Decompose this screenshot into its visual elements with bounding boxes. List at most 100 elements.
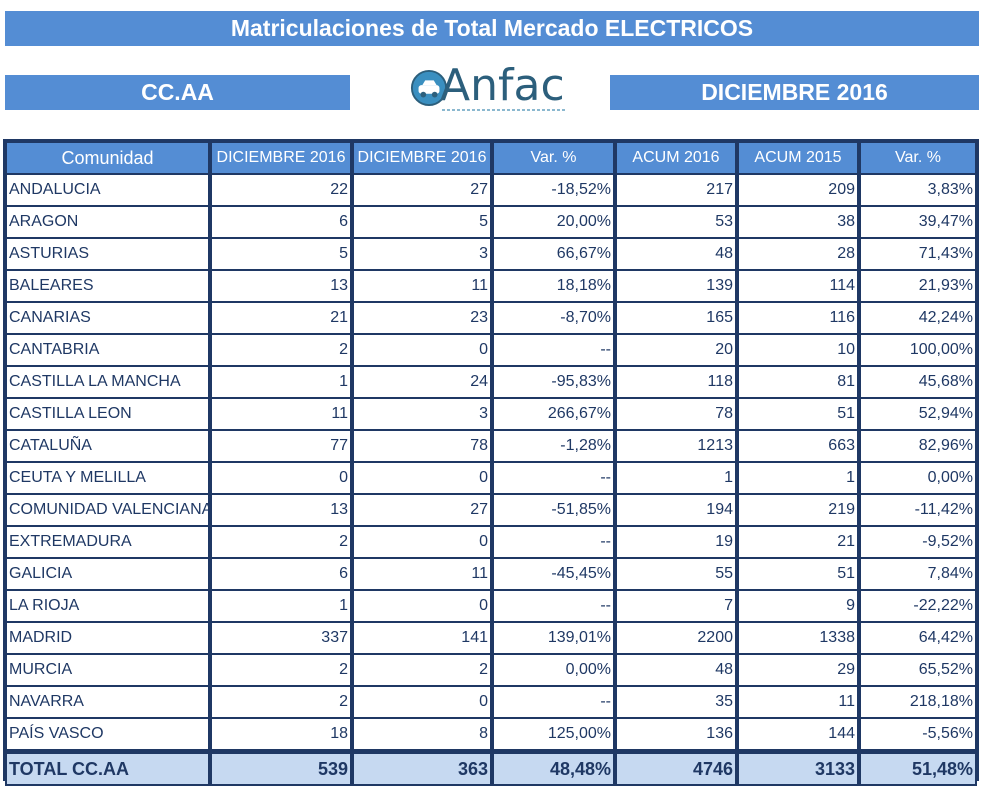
var-month-value: -- bbox=[492, 463, 615, 495]
var-acum-value: 39,47% bbox=[859, 207, 977, 239]
column-header-dic-2016-b: DICIEMBRE 2016 bbox=[352, 141, 492, 175]
region-name: LA RIOJA bbox=[5, 591, 210, 623]
dic-2016-b-value: 5 bbox=[352, 207, 492, 239]
acum-2016-value: 35 bbox=[615, 687, 737, 719]
dic-2016-b-value: 2 bbox=[352, 655, 492, 687]
var-month-value: -1,28% bbox=[492, 431, 615, 463]
table-row: ANDALUCIA 22 27 -18,52% 217 209 3,83% bbox=[5, 175, 977, 207]
dic-2016-b-value: 11 bbox=[352, 271, 492, 303]
dic-2016-b-value: 23 bbox=[352, 303, 492, 335]
dic-2016-b-value: 141 bbox=[352, 623, 492, 655]
table-row: MADRID 337 141 139,01% 2200 1338 64,42% bbox=[5, 623, 977, 655]
dic-2016-b-value: 0 bbox=[352, 463, 492, 495]
dic-2016-value: 2 bbox=[210, 687, 352, 719]
acum-2015-value: 51 bbox=[737, 399, 859, 431]
dic-2016-value: 0 bbox=[210, 463, 352, 495]
acum-2015-value: 21 bbox=[737, 527, 859, 559]
var-acum-value: 45,68% bbox=[859, 367, 977, 399]
var-month-value: 20,00% bbox=[492, 207, 615, 239]
dic-2016-value: 1 bbox=[210, 591, 352, 623]
region-name: CATALUÑA bbox=[5, 431, 210, 463]
acum-2015-value: 1338 bbox=[737, 623, 859, 655]
region-name: EXTREMADURA bbox=[5, 527, 210, 559]
var-month-value: 266,67% bbox=[492, 399, 615, 431]
var-acum-value: 100,00% bbox=[859, 335, 977, 367]
dic-2016-value: 2 bbox=[210, 335, 352, 367]
acum-2016-value: 78 bbox=[615, 399, 737, 431]
region-name: CEUTA Y MELILLA bbox=[5, 463, 210, 495]
var-month-value: -51,85% bbox=[492, 495, 615, 527]
table-row: NAVARRA 2 0 -- 35 11 218,18% bbox=[5, 687, 977, 719]
var-month-value: 125,00% bbox=[492, 719, 615, 751]
region-name: BALEARES bbox=[5, 271, 210, 303]
region-name: ASTURIAS bbox=[5, 239, 210, 271]
var-acum-value: -22,22% bbox=[859, 591, 977, 623]
table-row: GALICIA 6 11 -45,45% 55 51 7,84% bbox=[5, 559, 977, 591]
var-acum-value: 21,93% bbox=[859, 271, 977, 303]
region-label: CC.AA bbox=[5, 75, 350, 110]
table-row: CASTILLA LA MANCHA 1 24 -95,83% 118 81 45,68% bbox=[5, 367, 977, 399]
column-header-comunidad: Comunidad bbox=[5, 141, 210, 175]
acum-2015-value: 11 bbox=[737, 687, 859, 719]
region-name: NAVARRA bbox=[5, 687, 210, 719]
total-dic-2016-value: 539 bbox=[210, 751, 352, 786]
var-acum-value: 3,83% bbox=[859, 175, 977, 207]
acum-2016-value: 165 bbox=[615, 303, 737, 335]
logo-tagline bbox=[442, 109, 567, 111]
acum-2015-value: 116 bbox=[737, 303, 859, 335]
var-acum-value: 82,96% bbox=[859, 431, 977, 463]
var-month-value: -8,70% bbox=[492, 303, 615, 335]
dic-2016-value: 2 bbox=[210, 655, 352, 687]
table-row: BALEARES 13 11 18,18% 139 114 21,93% bbox=[5, 271, 977, 303]
car-globe-icon bbox=[410, 69, 448, 107]
acum-2015-value: 209 bbox=[737, 175, 859, 207]
var-acum-value: 65,52% bbox=[859, 655, 977, 687]
anfac-logo: Anfac bbox=[410, 60, 570, 116]
acum-2015-value: 29 bbox=[737, 655, 859, 687]
region-name: CASTILLA LEON bbox=[5, 399, 210, 431]
region-name: GALICIA bbox=[5, 559, 210, 591]
var-acum-value: 7,84% bbox=[859, 559, 977, 591]
dic-2016-b-value: 3 bbox=[352, 399, 492, 431]
dic-2016-b-value: 0 bbox=[352, 527, 492, 559]
acum-2016-value: 118 bbox=[615, 367, 737, 399]
acum-2015-value: 38 bbox=[737, 207, 859, 239]
total-region-name: TOTAL CC.AA bbox=[5, 751, 210, 786]
table-row: CATALUÑA 77 78 -1,28% 1213 663 82,96% bbox=[5, 431, 977, 463]
region-name: CASTILLA LA MANCHA bbox=[5, 367, 210, 399]
dic-2016-value: 1 bbox=[210, 367, 352, 399]
acum-2016-value: 1 bbox=[615, 463, 737, 495]
region-name: COMUNIDAD VALENCIANA bbox=[5, 495, 210, 527]
logo-text: Anfac bbox=[440, 60, 565, 111]
dic-2016-value: 13 bbox=[210, 495, 352, 527]
column-header-var-month: Var. % bbox=[492, 141, 615, 175]
dic-2016-b-value: 3 bbox=[352, 239, 492, 271]
acum-2015-value: 663 bbox=[737, 431, 859, 463]
var-month-value: -- bbox=[492, 335, 615, 367]
dic-2016-value: 22 bbox=[210, 175, 352, 207]
acum-2015-value: 28 bbox=[737, 239, 859, 271]
var-month-value: 0,00% bbox=[492, 655, 615, 687]
var-acum-value: -5,56% bbox=[859, 719, 977, 751]
table-row: CEUTA Y MELILLA 0 0 -- 1 1 0,00% bbox=[5, 463, 977, 495]
region-name: MADRID bbox=[5, 623, 210, 655]
acum-2015-value: 10 bbox=[737, 335, 859, 367]
registrations-table: Comunidad DICIEMBRE 2016 DICIEMBRE 2016 … bbox=[3, 139, 979, 786]
table-row: EXTREMADURA 2 0 -- 19 21 -9,52% bbox=[5, 527, 977, 559]
total-row: TOTAL CC.AA 539 363 48,48% 4746 3133 51,48% bbox=[5, 751, 977, 786]
dic-2016-value: 77 bbox=[210, 431, 352, 463]
var-month-value: -45,45% bbox=[492, 559, 615, 591]
var-month-value: -95,83% bbox=[492, 367, 615, 399]
column-header-dic-2016: DICIEMBRE 2016 bbox=[210, 141, 352, 175]
total-var-month-value: 48,48% bbox=[492, 751, 615, 786]
total-acum-2016-value: 4746 bbox=[615, 751, 737, 786]
dic-2016-value: 337 bbox=[210, 623, 352, 655]
dic-2016-value: 2 bbox=[210, 527, 352, 559]
dic-2016-value: 6 bbox=[210, 559, 352, 591]
var-month-value: 18,18% bbox=[492, 271, 615, 303]
dic-2016-b-value: 0 bbox=[352, 687, 492, 719]
column-header-acum-2016: ACUM 2016 bbox=[615, 141, 737, 175]
total-dic-2016-b-value: 363 bbox=[352, 751, 492, 786]
dic-2016-value: 18 bbox=[210, 719, 352, 751]
var-acum-value: 64,42% bbox=[859, 623, 977, 655]
